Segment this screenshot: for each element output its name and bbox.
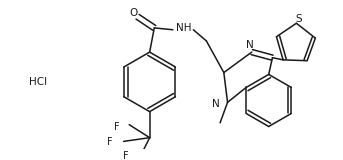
Text: F: F	[107, 137, 113, 147]
Text: N: N	[212, 99, 220, 109]
Text: HCl: HCl	[29, 77, 47, 87]
Text: S: S	[295, 14, 301, 24]
Text: F: F	[114, 121, 120, 132]
Text: F: F	[123, 151, 128, 160]
Text: O: O	[130, 8, 138, 18]
Text: NH: NH	[176, 23, 192, 33]
Text: N: N	[246, 40, 254, 50]
